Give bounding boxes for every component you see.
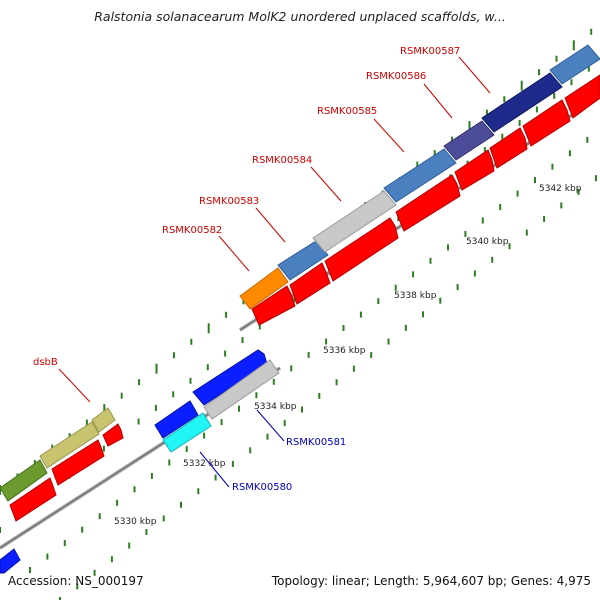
scale-label: 5330 kbp	[114, 517, 157, 527]
red-arrow[interactable]	[102, 423, 124, 447]
accession-text: Accession: NS_000197	[8, 574, 144, 588]
feature-blue-short[interactable]	[154, 400, 199, 439]
gene-label-RSMK00580[interactable]: RSMK00580	[232, 482, 292, 493]
feature-RSMK00583[interactable]	[277, 240, 329, 281]
gene-leader-line	[255, 207, 286, 243]
topology-summary: Topology: linear; Length: 5,964,607 bp; …	[271, 574, 591, 588]
gene-leader-line	[458, 56, 491, 94]
red-arrow[interactable]	[324, 217, 399, 282]
gene-label-RSMK00585[interactable]: RSMK00585	[317, 106, 377, 117]
scale-label: 5336 kbp	[323, 346, 366, 356]
feature-RSMK00587[interactable]	[481, 72, 563, 133]
feature-RSMK00581[interactable]	[203, 359, 280, 420]
upper-top-lane	[239, 44, 600, 310]
red-arrow[interactable]	[51, 439, 105, 486]
red-arrow[interactable]	[564, 74, 600, 119]
feature-green[interactable]	[0, 459, 48, 502]
gene-leader-line	[423, 83, 453, 119]
gene-labels: RSMK00587 RSMK00586 RSMK00585 RSMK00584 RSMK…	[33, 46, 491, 493]
red-arrow[interactable]	[251, 285, 296, 326]
scale-label: 5332 kbp	[183, 459, 226, 469]
gene-label-RSMK00582[interactable]: RSMK00582	[162, 225, 222, 236]
red-arrow[interactable]	[9, 477, 57, 522]
red-arrow[interactable]	[454, 149, 495, 191]
scale-labels: 5330 kbp 5332 kbp 5334 kbp 5336 kbp 5338 kbp…	[114, 184, 582, 527]
gene-label-dsbB[interactable]: dsbB	[33, 357, 58, 368]
gene-label-RSMK00586[interactable]: RSMK00586	[366, 71, 426, 82]
red-arrow[interactable]	[395, 174, 461, 232]
feature-RSMK00584[interactable]	[312, 190, 397, 253]
feature-next-steelblue[interactable]	[549, 44, 600, 85]
feature-blue-edge[interactable]	[0, 548, 21, 574]
feature-RSMK00586[interactable]	[443, 120, 495, 161]
gene-label-RSMK00584[interactable]: RSMK00584	[252, 155, 312, 166]
map-title: Ralstonia solanacearum MolK2 unordered u…	[94, 9, 506, 24]
scale-label: 5340 kbp	[466, 237, 509, 247]
feature-blue-long[interactable]	[192, 349, 268, 406]
feature-dsbB[interactable]	[91, 407, 116, 433]
gene-leader-line	[199, 451, 230, 488]
gene-leader-line	[58, 368, 91, 403]
scale-label: 5342 kbp	[539, 184, 582, 194]
scale-label: 5338 kbp	[394, 291, 437, 301]
red-arrow[interactable]	[289, 262, 331, 305]
scale-label: 5334 kbp	[254, 402, 297, 412]
gene-leader-line	[373, 118, 405, 153]
gene-leader-line	[256, 409, 285, 442]
lower-features	[154, 349, 280, 453]
red-arrow[interactable]	[489, 127, 528, 169]
upper-bottom-lane	[251, 74, 600, 326]
red-arrow[interactable]	[522, 99, 571, 147]
feature-RSMK00582[interactable]	[239, 267, 289, 310]
feature-olive[interactable]	[39, 421, 100, 469]
feature-RSMK00580[interactable]	[162, 412, 212, 453]
gene-label-RSMK00587[interactable]: RSMK00587	[400, 46, 460, 57]
feature-RSMK00585[interactable]	[383, 148, 457, 203]
gene-leader-line	[218, 235, 250, 272]
gene-label-RSMK00581[interactable]: RSMK00581	[286, 437, 346, 448]
gene-label-RSMK00583[interactable]: RSMK00583	[199, 196, 259, 207]
lower-left-features	[0, 407, 124, 574]
gene-leader-line	[310, 166, 342, 202]
